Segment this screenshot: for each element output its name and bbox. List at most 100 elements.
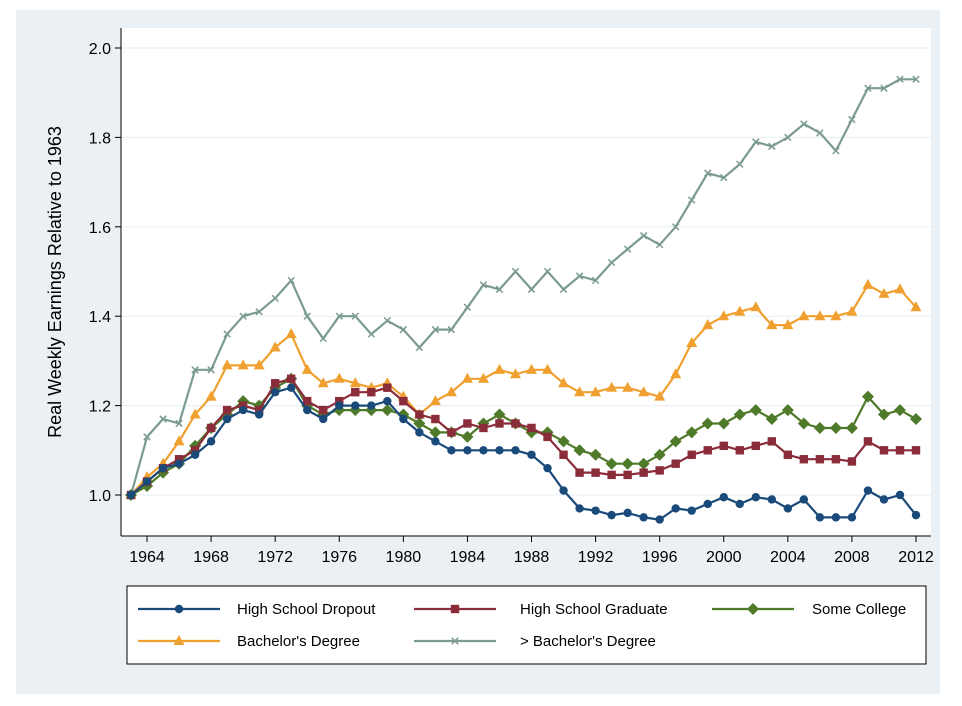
series-bachelor-s-degree xyxy=(127,75,920,499)
data-point xyxy=(718,310,730,321)
x-marker-stroke xyxy=(543,267,552,276)
legend-marker xyxy=(747,603,759,615)
data-point xyxy=(815,455,825,464)
data-point xyxy=(733,408,746,421)
data-point xyxy=(557,435,570,448)
data-point xyxy=(461,430,474,443)
data-point xyxy=(912,75,920,84)
series-lines xyxy=(125,75,922,524)
data-point xyxy=(509,368,521,379)
data-point xyxy=(206,423,216,433)
data-point xyxy=(590,386,602,397)
data-point xyxy=(639,513,648,522)
data-point xyxy=(254,410,264,419)
data-point xyxy=(655,515,664,524)
data-point xyxy=(845,421,858,434)
x-tick-label: 1968 xyxy=(193,549,229,566)
data-point xyxy=(846,305,858,316)
data-point xyxy=(287,374,296,383)
data-point xyxy=(863,486,873,495)
data-point xyxy=(797,417,810,430)
data-point xyxy=(143,433,151,441)
x-marker-stroke xyxy=(527,285,536,294)
data-point xyxy=(655,466,664,475)
data-point xyxy=(351,312,360,320)
data-point xyxy=(238,405,248,415)
data-point xyxy=(527,423,536,433)
data-point xyxy=(526,363,538,374)
data-point xyxy=(638,386,650,397)
x-marker-stroke xyxy=(335,312,343,320)
x-marker-stroke xyxy=(655,240,664,249)
x-tick-label: 1992 xyxy=(578,549,614,566)
data-point xyxy=(495,285,504,294)
series-high-school-dropout xyxy=(126,383,921,524)
data-point xyxy=(205,390,217,401)
data-point xyxy=(799,495,809,504)
data-point xyxy=(479,423,488,433)
x-marker-stroke xyxy=(223,330,231,338)
data-point xyxy=(575,504,584,513)
data-point xyxy=(335,396,344,406)
data-point xyxy=(831,513,841,522)
x-marker-stroke xyxy=(591,276,600,285)
data-point xyxy=(799,455,809,464)
data-point xyxy=(319,405,328,415)
legend-marker xyxy=(451,637,459,645)
data-point xyxy=(607,258,616,267)
data-point xyxy=(431,437,440,446)
data-point xyxy=(589,448,602,461)
data-point xyxy=(511,267,520,276)
data-point xyxy=(671,223,680,231)
y-tick-label: 1.4 xyxy=(89,309,111,326)
x-tick-label: 1976 xyxy=(321,549,357,566)
data-point xyxy=(749,404,762,417)
x-marker-stroke xyxy=(607,258,616,267)
data-point xyxy=(752,138,760,146)
y-tick-label: 1.2 xyxy=(89,399,111,416)
data-point xyxy=(543,267,552,276)
data-point xyxy=(815,513,825,522)
x-marker-stroke xyxy=(351,312,360,320)
data-point xyxy=(687,196,696,204)
x-marker-stroke xyxy=(175,419,183,428)
x-marker-stroke xyxy=(736,160,744,168)
data-point xyxy=(687,506,696,515)
data-point xyxy=(383,316,392,325)
y-tick-label: 1.6 xyxy=(89,220,111,237)
legend: High School Dropout High School Graduate S… xyxy=(138,601,906,650)
data-point xyxy=(255,307,263,316)
data-point xyxy=(431,414,440,424)
data-point xyxy=(750,301,762,312)
x-marker-stroke xyxy=(451,637,459,645)
data-point xyxy=(575,468,584,477)
data-point xyxy=(222,405,232,415)
data-point xyxy=(527,285,536,294)
x-marker-stroke xyxy=(431,325,440,334)
data-point xyxy=(303,396,312,406)
data-point xyxy=(813,421,826,434)
x-marker-stroke xyxy=(800,120,808,128)
x-tick-label: 1972 xyxy=(257,549,293,566)
data-point xyxy=(399,325,408,334)
data-point xyxy=(317,377,329,388)
data-point xyxy=(349,377,361,388)
legend-item: > Bachelor's Degree xyxy=(414,633,656,650)
data-point xyxy=(495,419,504,428)
data-point xyxy=(381,404,394,417)
data-point xyxy=(687,450,696,459)
data-point xyxy=(223,330,231,338)
x-marker-stroke xyxy=(768,142,776,151)
legend-marker xyxy=(450,604,460,614)
data-point xyxy=(717,417,730,430)
data-point xyxy=(784,133,792,142)
data-point xyxy=(862,278,874,289)
data-point xyxy=(126,490,136,500)
data-point xyxy=(190,450,200,459)
data-point xyxy=(607,470,616,480)
x-marker-stroke xyxy=(848,115,856,124)
data-point xyxy=(447,446,456,455)
data-point xyxy=(142,477,152,486)
data-point xyxy=(735,499,744,509)
data-point xyxy=(623,245,632,253)
